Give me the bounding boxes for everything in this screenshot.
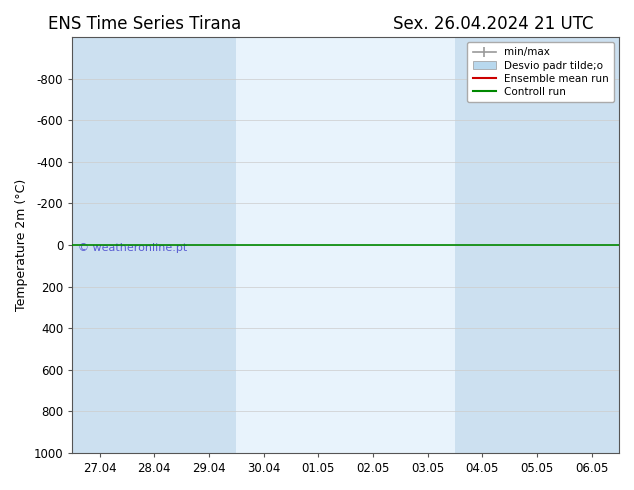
Bar bbox=[455, 37, 564, 453]
Bar bbox=[72, 37, 181, 453]
Bar bbox=[181, 37, 236, 453]
Text: © weatheronline.pt: © weatheronline.pt bbox=[78, 243, 187, 253]
Y-axis label: Temperature 2m (°C): Temperature 2m (°C) bbox=[15, 179, 28, 311]
Legend: min/max, Desvio padr tilde;o, Ensemble mean run, Controll run: min/max, Desvio padr tilde;o, Ensemble m… bbox=[467, 42, 614, 102]
Text: ENS Time Series Tirana: ENS Time Series Tirana bbox=[48, 15, 241, 33]
Text: Sex. 26.04.2024 21 UTC: Sex. 26.04.2024 21 UTC bbox=[393, 15, 593, 33]
Bar bbox=[564, 37, 619, 453]
